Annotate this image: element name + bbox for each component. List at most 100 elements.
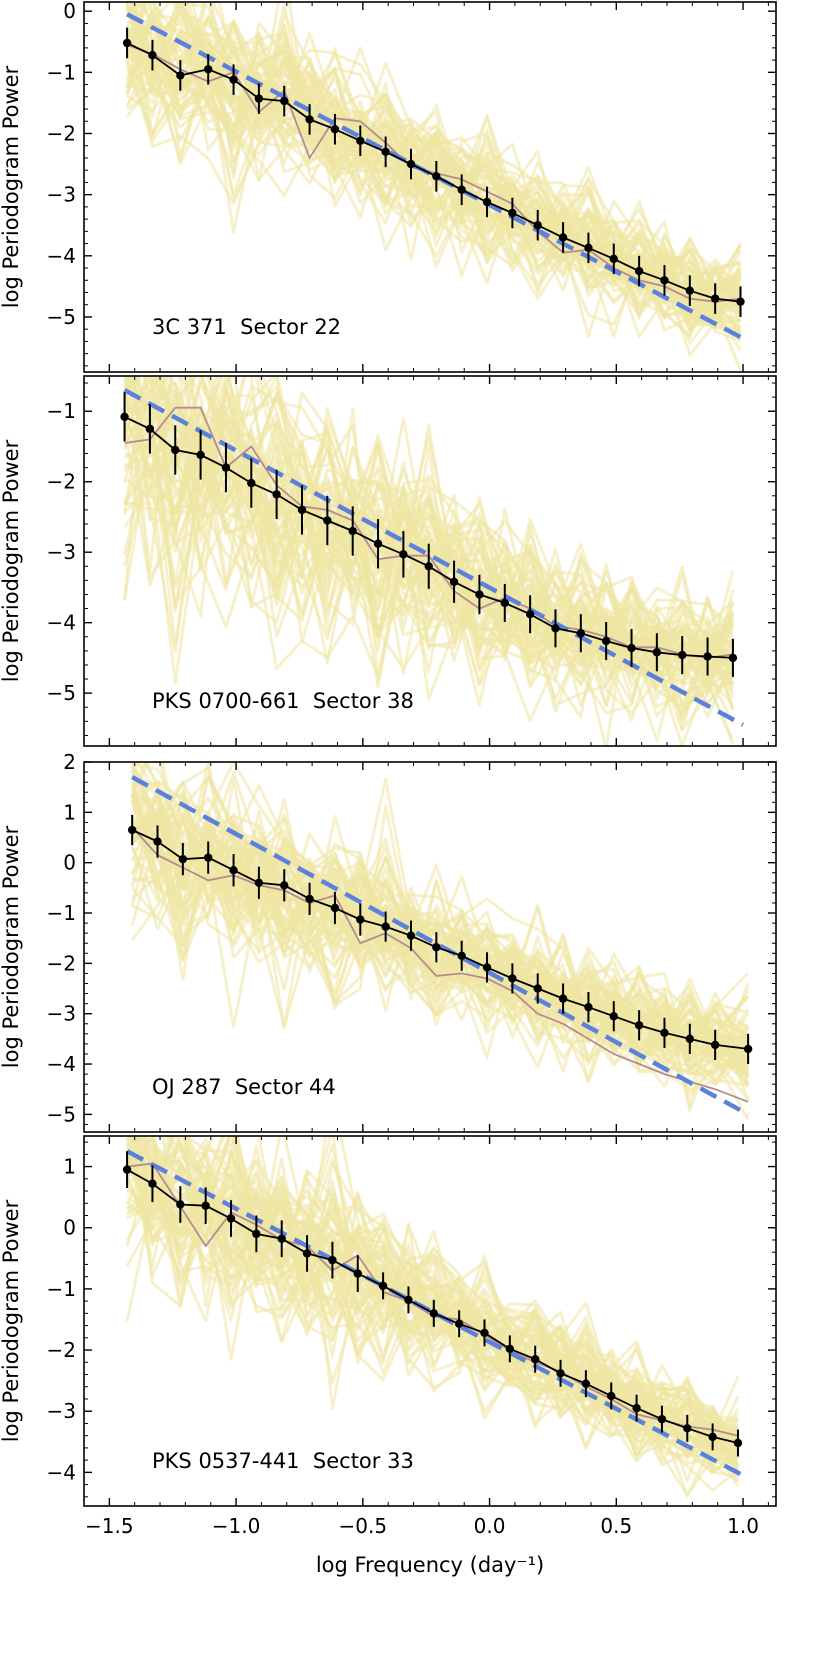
plot-area	[120, 376, 745, 746]
data-point	[710, 294, 720, 303]
data-point	[272, 490, 281, 499]
data-point	[710, 1040, 720, 1050]
data-point	[305, 115, 314, 124]
data-point	[229, 75, 238, 84]
x-tick-label: −1.0	[212, 1514, 261, 1538]
data-point	[685, 1034, 695, 1044]
data-point	[302, 1249, 312, 1258]
data-point	[660, 1028, 669, 1038]
x-tick-label: −1.5	[85, 1514, 134, 1538]
plot-area	[122, 1136, 745, 1498]
y-tick-label: −3	[47, 1002, 76, 1026]
data-point	[533, 984, 542, 993]
data-point	[429, 1309, 439, 1318]
source-label: PKS 0537-441 Sector 33	[152, 1449, 414, 1473]
y-tick-label: −4	[47, 244, 76, 268]
y-tick-label: −4	[47, 1460, 76, 1484]
data-point	[609, 254, 618, 264]
data-point	[508, 974, 517, 983]
data-point	[609, 1012, 618, 1021]
plot-area	[127, 762, 753, 1121]
data-point	[634, 1021, 644, 1030]
data-point	[305, 894, 314, 904]
data-point	[733, 1438, 743, 1448]
data-point	[601, 636, 611, 646]
data-point	[708, 1432, 717, 1442]
y-tick-label: −3	[47, 183, 76, 207]
data-point	[204, 853, 213, 862]
data-point	[558, 233, 568, 242]
y-tick-label: −4	[47, 611, 76, 635]
y-tick-label: −1	[47, 1277, 76, 1301]
data-point	[652, 648, 662, 657]
data-point	[254, 878, 264, 888]
simulated-curve	[125, 1156, 739, 1457]
data-point	[328, 1255, 337, 1265]
data-point	[148, 1179, 157, 1188]
data-point	[454, 1319, 464, 1328]
data-point	[500, 598, 509, 608]
panel-oj-287: 2 1 0 −1 −2 −3 −4 −5 log Periodogram Power OJ 287…	[0, 750, 777, 1133]
data-point	[176, 71, 185, 80]
simulated-curve	[125, 2, 741, 324]
y-tick-label: −1	[47, 60, 76, 84]
x-axis-label: log Frequency (day⁻¹)	[316, 1553, 544, 1577]
data-point	[330, 903, 340, 913]
data-point	[221, 463, 231, 472]
data-point	[280, 96, 289, 106]
y-tick-label: −1	[47, 901, 76, 925]
data-point	[678, 650, 687, 660]
data-point	[480, 1328, 489, 1338]
data-point	[607, 1391, 616, 1401]
data-point	[424, 562, 433, 571]
simulated-curve	[133, 1136, 739, 1443]
data-point	[356, 136, 365, 146]
simulated-curve	[130, 800, 750, 1076]
data-point	[153, 837, 162, 846]
data-point	[254, 94, 264, 103]
y-tick-label: −5	[47, 1102, 76, 1126]
data-point	[660, 276, 669, 285]
axes-frame	[83, 761, 777, 1133]
data-point	[373, 539, 383, 548]
data-point	[381, 922, 390, 931]
data-point	[399, 550, 408, 559]
data-point	[634, 266, 644, 276]
data-point	[404, 1295, 413, 1305]
data-point	[632, 1403, 641, 1413]
data-point	[178, 854, 188, 864]
y-tick-label: 0	[63, 851, 76, 875]
y-tick-label: −5	[47, 305, 76, 329]
y-axis-label: log Periodogram Power	[0, 1199, 23, 1442]
x-tick-label: 0.0	[474, 1514, 506, 1538]
data-point	[229, 866, 238, 875]
data-point	[330, 125, 340, 134]
data-point	[685, 286, 695, 295]
data-point	[584, 1002, 593, 1012]
data-point	[323, 516, 332, 525]
simulated-curve	[130, 793, 750, 1063]
data-point	[576, 629, 586, 638]
data-point	[252, 1229, 261, 1239]
data-point	[457, 185, 466, 194]
data-point	[226, 1214, 236, 1223]
y-tick-label: −2	[47, 121, 76, 145]
y-axis-label: log Periodogram Power	[0, 65, 23, 308]
data-point	[525, 610, 535, 619]
data-point	[703, 652, 712, 661]
plot-area	[122, 2, 745, 372]
y-tick-label: −3	[47, 1399, 76, 1423]
data-point	[627, 643, 636, 653]
simulated-curve	[125, 1136, 739, 1435]
data-point	[148, 51, 157, 60]
data-point	[171, 445, 180, 455]
y-tick-label: 0	[63, 1216, 76, 1240]
simulated-curve	[126, 34, 742, 320]
y-tick-label: −4	[47, 1052, 76, 1076]
data-point	[127, 825, 137, 835]
data-point	[533, 221, 542, 230]
model-fit-line	[123, 388, 745, 727]
y-tick-label: 0	[63, 0, 76, 23]
data-point	[657, 1414, 667, 1424]
simulated-curve	[164, 1136, 739, 1461]
